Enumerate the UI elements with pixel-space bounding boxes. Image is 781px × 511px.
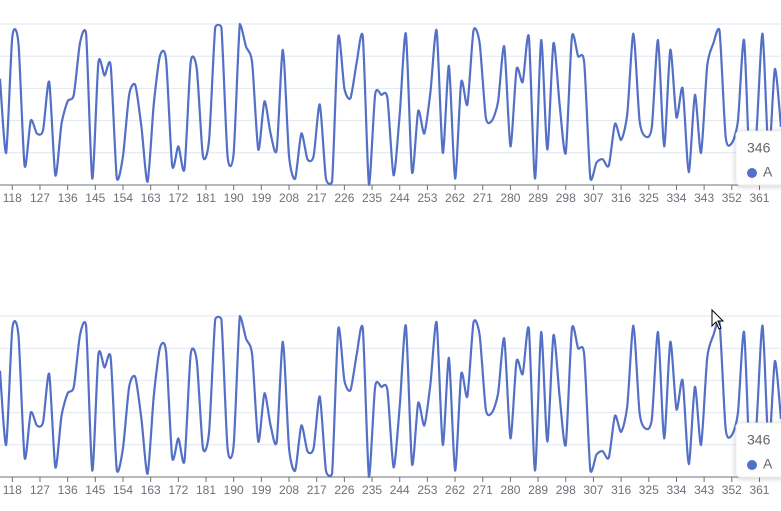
x-tick-label: 127 (30, 191, 50, 205)
x-tick-label: 316 (611, 483, 631, 497)
x-tick-label: 253 (417, 191, 437, 205)
x-tick-label: 307 (583, 483, 603, 497)
charts: 118 127 136 145 154 163 172 181 190 199 208 217 226 2… (0, 22, 781, 497)
x-tick-label: 226 (334, 191, 354, 205)
tooltip: 346 A (735, 422, 781, 478)
x-tick-label: 172 (168, 483, 188, 497)
x-tick-label: 334 (666, 191, 686, 205)
x-tick-label: 217 (307, 191, 327, 205)
x-tick-label: 244 (390, 483, 410, 497)
x-tick-label: 163 (141, 191, 161, 205)
x-tick-label: 181 (196, 191, 216, 205)
x-tick-label: 226 (334, 483, 354, 497)
x-tick-label: 154 (113, 483, 133, 497)
x-tick-label: 298 (556, 483, 576, 497)
x-tick-label: 343 (694, 191, 714, 205)
x-tick-label: 280 (500, 191, 520, 205)
tooltip-series-name: A (763, 456, 773, 472)
x-tick-label: 343 (694, 483, 714, 497)
x-tick-label: 199 (251, 483, 271, 497)
tooltip-series-name: A (763, 164, 773, 180)
x-tick-label: 190 (224, 483, 244, 497)
x-tick-label: 163 (141, 483, 161, 497)
x-tick-label: 352 (722, 191, 742, 205)
x-tick-label: 253 (417, 483, 437, 497)
x-tick-label: 235 (362, 191, 382, 205)
x-tick-label: 271 (473, 191, 493, 205)
x-tick-label: 136 (58, 483, 78, 497)
x-tick-label: 145 (85, 483, 105, 497)
x-tick-label: 262 (445, 191, 465, 205)
x-tick-label: 181 (196, 483, 216, 497)
series-line (0, 22, 781, 187)
x-tick-label: 217 (307, 483, 327, 497)
x-tick-label: 280 (500, 483, 520, 497)
x-tick-label: 244 (390, 191, 410, 205)
x-tick-label: 352 (722, 483, 742, 497)
x-tick-label: 307 (583, 191, 603, 205)
x-tick-label: 325 (639, 483, 659, 497)
x-tick-label: 298 (556, 191, 576, 205)
x-tick-label: 208 (279, 483, 299, 497)
x-tick-label: 136 (58, 191, 78, 205)
x-tick-label: 154 (113, 191, 133, 205)
series-line (0, 314, 781, 479)
tooltip-title: 346 (747, 432, 771, 448)
x-tick-label: 190 (224, 191, 244, 205)
x-tick-label: 208 (279, 191, 299, 205)
x-tick-label: 262 (445, 483, 465, 497)
x-tick-label: 271 (473, 483, 493, 497)
x-tick-label: 145 (85, 191, 105, 205)
tooltip: 346 A (735, 130, 781, 186)
x-tick-label: 172 (168, 191, 188, 205)
x-tick-label: 325 (639, 191, 659, 205)
x-tick-label: 127 (30, 483, 50, 497)
tooltip-title: 346 (747, 140, 771, 156)
x-tick-label: 235 (362, 483, 382, 497)
x-tick-label: 118 (3, 483, 22, 497)
x-tick-label: 289 (528, 483, 548, 497)
x-tick-label: 199 (251, 191, 271, 205)
x-tick-label: 289 (528, 191, 548, 205)
x-tick-label: 361 (749, 483, 769, 497)
tooltip-marker (747, 460, 757, 470)
x-tick-label: 316 (611, 191, 631, 205)
x-tick-label: 361 (749, 191, 769, 205)
x-tick-label: 118 (3, 191, 22, 205)
cursor (711, 308, 725, 330)
x-tick-label: 334 (666, 483, 686, 497)
tooltip-marker (747, 168, 757, 178)
